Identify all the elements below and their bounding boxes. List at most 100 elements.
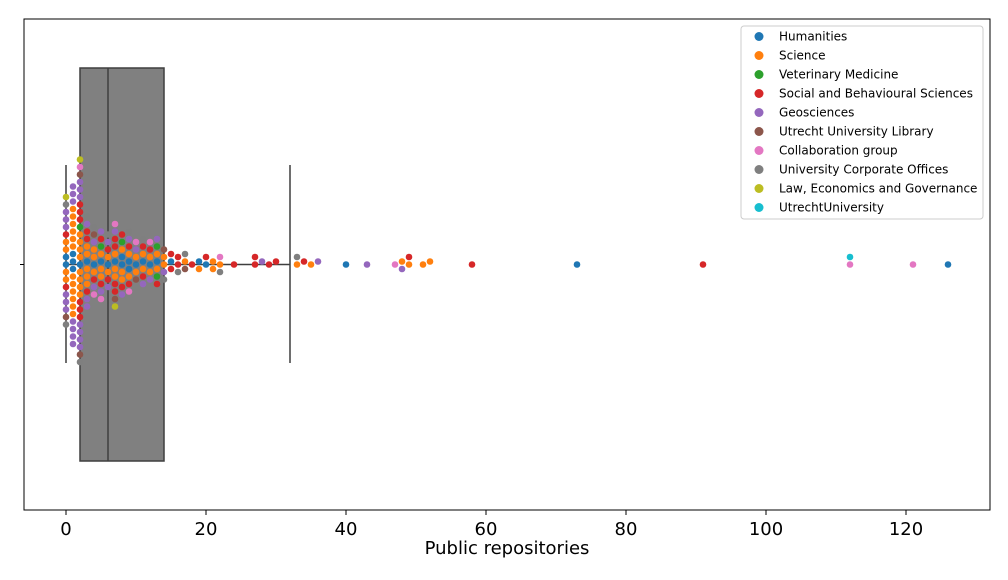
point-social-and-behavioural-sciences	[76, 306, 84, 313]
point-science	[146, 253, 154, 261]
point-humanities	[944, 261, 952, 268]
point-veterinary-medicine	[153, 243, 161, 250]
point-social-and-behavioural-sciences	[97, 280, 105, 288]
point-social-and-behavioural-sciences	[76, 298, 84, 306]
x-tick-label: 60	[475, 519, 498, 540]
point-university-corporate-offices	[76, 358, 84, 366]
point-geosciences	[76, 328, 84, 336]
point-geosciences	[83, 303, 91, 310]
point-social-and-behavioural-sciences	[111, 235, 119, 243]
point-geosciences	[153, 235, 161, 243]
point-geosciences	[160, 268, 168, 276]
point-humanities	[118, 253, 126, 261]
swarm-points	[62, 156, 952, 366]
point-social-and-behavioural-sciences	[104, 246, 112, 253]
legend-marker	[754, 108, 764, 117]
point-social-and-behavioural-sciences	[174, 261, 182, 268]
point-humanities	[202, 261, 210, 268]
point-science	[209, 258, 217, 265]
legend-label: Geosciences	[779, 106, 854, 120]
point-geosciences	[314, 258, 322, 265]
point-humanities	[62, 253, 70, 261]
point-geosciences	[258, 258, 266, 265]
point-science	[160, 261, 168, 268]
point-geosciences	[363, 261, 371, 268]
point-social-and-behavioural-sciences	[83, 235, 91, 243]
point-humanities	[83, 258, 91, 265]
point-science	[76, 246, 84, 253]
x-tick-label: 120	[889, 519, 923, 540]
point-humanities	[342, 261, 350, 268]
point-science	[132, 253, 140, 261]
point-geosciences	[76, 193, 84, 201]
x-tick-label: 80	[615, 519, 638, 540]
point-science	[69, 273, 77, 280]
x-tick-label: 20	[195, 519, 218, 540]
point-science	[90, 268, 98, 276]
point-university-corporate-offices	[125, 228, 133, 235]
point-science	[132, 268, 140, 276]
point-law-economics-and-governance	[111, 303, 119, 310]
point-science	[97, 265, 105, 273]
point-geosciences	[62, 306, 70, 313]
point-social-and-behavioural-sciences	[97, 235, 105, 243]
point-humanities	[69, 265, 77, 273]
point-geosciences	[62, 298, 70, 306]
point-utrecht-university-library	[181, 265, 189, 273]
point-social-and-behavioural-sciences	[230, 261, 238, 268]
legend-label: Science	[779, 49, 826, 63]
point-science	[97, 250, 105, 258]
legend-label: Social and Behavioural Sciences	[779, 87, 973, 101]
legend-label: Collaboration group	[779, 144, 898, 158]
x-tick-label: 40	[335, 519, 358, 540]
legend-marker	[754, 51, 764, 60]
point-science	[426, 258, 434, 265]
point-veterinary-medicine	[76, 223, 84, 231]
point-veterinary-medicine	[153, 273, 161, 280]
legend-label: University Corporate Offices	[779, 163, 948, 177]
point-science	[76, 283, 84, 291]
point-science	[111, 273, 119, 280]
point-social-and-behavioural-sciences	[76, 313, 84, 321]
legend-label: Utrecht University Library	[779, 125, 934, 139]
point-science	[83, 265, 91, 273]
point-science	[76, 253, 84, 261]
point-geosciences	[69, 333, 77, 340]
point-social-and-behavioural-sciences	[118, 283, 126, 291]
legend-marker	[754, 203, 764, 212]
point-social-and-behavioural-sciences	[139, 243, 147, 250]
point-humanities	[573, 261, 581, 268]
point-utrecht-university-library	[160, 246, 168, 253]
point-collaboration-group	[111, 220, 119, 228]
point-geosciences	[69, 318, 77, 325]
point-social-and-behavioural-sciences	[405, 253, 413, 261]
point-social-and-behavioural-sciences	[167, 250, 175, 258]
point-geosciences	[76, 321, 84, 328]
point-science	[405, 261, 413, 268]
point-geosciences	[83, 220, 91, 228]
point-utrecht-university-library	[132, 276, 140, 283]
point-humanities	[132, 261, 140, 268]
point-humanities	[69, 250, 77, 258]
point-social-and-behavioural-sciences	[265, 261, 273, 268]
point-social-and-behavioural-sciences	[62, 283, 70, 291]
point-geosciences	[139, 280, 147, 288]
point-humanities	[62, 261, 70, 268]
point-science	[69, 310, 77, 318]
point-social-and-behavioural-sciences	[125, 280, 133, 288]
point-humanities	[118, 261, 126, 268]
point-social-and-behavioural-sciences	[146, 246, 154, 253]
point-science	[90, 246, 98, 253]
point-geosciences	[97, 288, 105, 295]
point-social-and-behavioural-sciences	[125, 243, 133, 250]
point-geosciences	[69, 198, 77, 205]
point-university-corporate-offices	[90, 223, 98, 231]
point-collaboration-group	[846, 261, 854, 268]
point-science	[139, 265, 147, 273]
point-geosciences	[69, 325, 77, 333]
point-veterinary-medicine	[97, 243, 105, 250]
point-collaboration-group	[90, 291, 98, 298]
point-science	[307, 261, 315, 268]
point-geosciences	[111, 228, 119, 235]
